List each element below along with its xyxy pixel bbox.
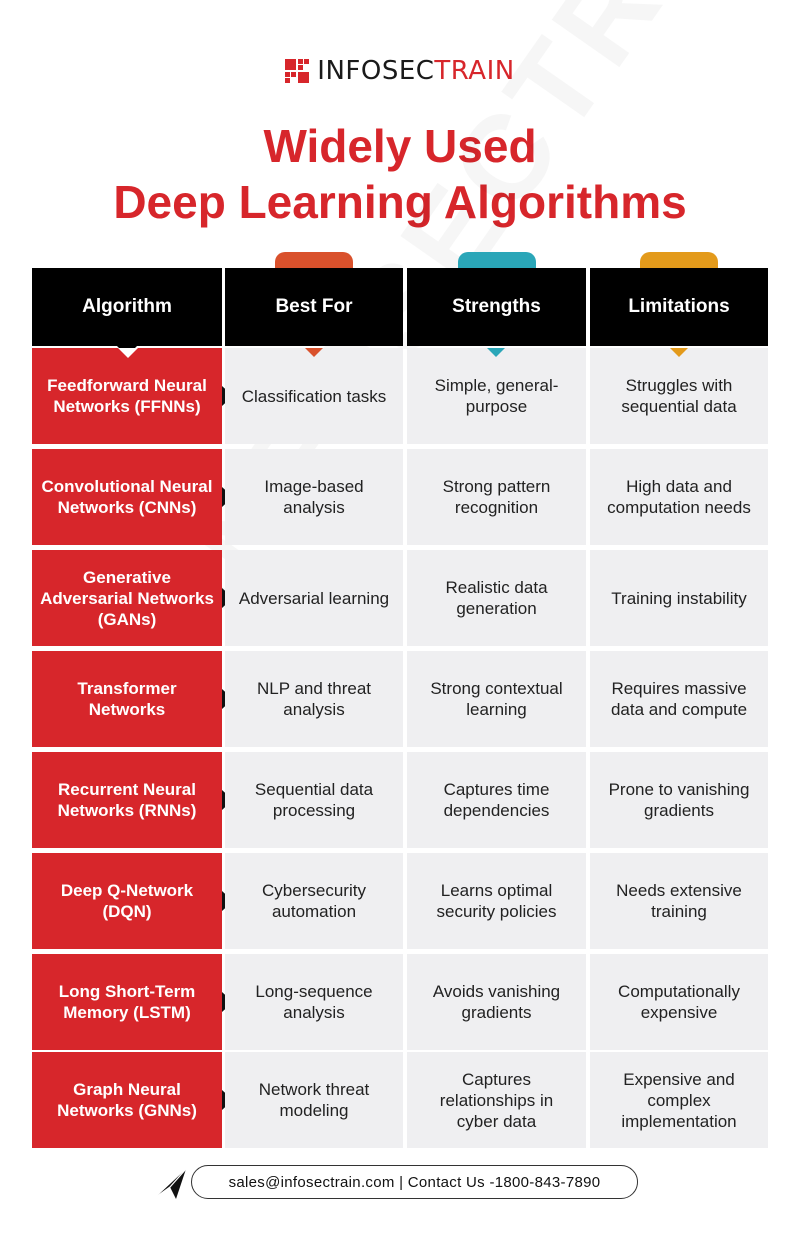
header-best-for-label: Best For (275, 296, 353, 317)
header-best-for: Best For (225, 268, 403, 346)
page-title: Widely Used Deep Learning Algorithms (0, 118, 800, 230)
strengths-cell: Learns optimal security policies (407, 853, 586, 949)
paper-plane-icon (155, 1168, 187, 1199)
strengths-cell: Strong contextual learning (407, 651, 586, 747)
logo-grid-icon (285, 59, 310, 83)
header-algorithm-label: Algorithm (82, 296, 172, 317)
table-row: Graph Neural Networks (GNNs) Network thr… (32, 1052, 768, 1148)
best-for-cell: Classification tasks (225, 348, 403, 444)
strengths-cell: Captures relationships in cyber data (407, 1052, 586, 1148)
brand-name: INFOSECTRAIN (317, 56, 514, 86)
table-row: Recurrent Neural Networks (RNNs) Sequent… (32, 752, 768, 848)
strengths-cell: Realistic data generation (407, 550, 586, 646)
table-row: Transformer Networks NLP and threat anal… (32, 651, 768, 747)
limitations-cell: Struggles with sequential data (590, 348, 768, 444)
title-line-1: Widely Used (263, 120, 537, 172)
algorithm-cell: Feedforward Neural Networks (FFNNs) (32, 348, 222, 444)
best-for-cell: NLP and threat analysis (225, 651, 403, 747)
limitations-notch (670, 348, 688, 357)
best-for-cell: Sequential data processing (225, 752, 403, 848)
algorithm-cell: Graph Neural Networks (GNNs) (32, 1052, 222, 1148)
strengths-cell: Avoids vanishing gradients (407, 954, 586, 1050)
brand-name-dark: INFOSEC (317, 56, 435, 86)
header-algorithm: Algorithm (32, 268, 222, 356)
strengths-cell: Captures time dependencies (407, 752, 586, 848)
best-for-notch (305, 348, 323, 357)
limitations-cell: Expensive and complex implementation (590, 1052, 768, 1148)
footer: sales@infosectrain.com | Contact Us -180… (0, 1165, 800, 1205)
best-for-cell: Cybersecurity automation (225, 853, 403, 949)
header-limitations: Limitations (590, 268, 768, 346)
algorithm-cell: Deep Q-Network (DQN) (32, 853, 222, 949)
contact-info[interactable]: sales@infosectrain.com | Contact Us -180… (191, 1165, 638, 1199)
best-for-cell: Image-based analysis (225, 449, 403, 545)
table-row: Convolutional Neural Networks (CNNs) Ima… (32, 449, 768, 545)
table-header: Algorithm Best For Strengths Limitations (32, 268, 768, 356)
algorithm-cell: Long Short-Term Memory (LSTM) (32, 954, 222, 1050)
algorithm-notch (118, 348, 138, 358)
brand-name-accent: TRAIN (434, 56, 515, 86)
algorithm-cell: Convolutional Neural Networks (CNNs) (32, 449, 222, 545)
algorithm-cell: Transformer Networks (32, 651, 222, 747)
best-for-cell: Network threat modeling (225, 1052, 403, 1148)
strengths-cell: Simple, general-purpose (407, 348, 586, 444)
limitations-cell: Needs extensive training (590, 853, 768, 949)
limitations-cell: Training instability (590, 550, 768, 646)
best-for-cell: Adversarial learning (225, 550, 403, 646)
best-for-cell: Long-sequence analysis (225, 954, 403, 1050)
header-strengths: Strengths (407, 268, 586, 346)
header-strengths-label: Strengths (452, 296, 541, 317)
limitations-cell: Computationally expensive (590, 954, 768, 1050)
algorithm-cell: Generative Adversarial Networks (GANs) (32, 550, 222, 646)
limitations-cell: High data and computation needs (590, 449, 768, 545)
strengths-notch (487, 348, 505, 357)
table-row: Generative Adversarial Networks (GANs) A… (32, 550, 768, 646)
header-limitations-label: Limitations (628, 296, 730, 317)
title-line-2: Deep Learning Algorithms (113, 176, 687, 228)
limitations-cell: Requires massive data and compute (590, 651, 768, 747)
strengths-cell: Strong pattern recognition (407, 449, 586, 545)
limitations-cell: Prone to vanishing gradients (590, 752, 768, 848)
table-row: Feedforward Neural Networks (FFNNs) Clas… (32, 348, 768, 444)
brand-logo: INFOSECTRAIN (0, 56, 800, 86)
table-row: Deep Q-Network (DQN) Cybersecurity autom… (32, 853, 768, 949)
table-row: Long Short-Term Memory (LSTM) Long-seque… (32, 954, 768, 1050)
algorithm-cell: Recurrent Neural Networks (RNNs) (32, 752, 222, 848)
